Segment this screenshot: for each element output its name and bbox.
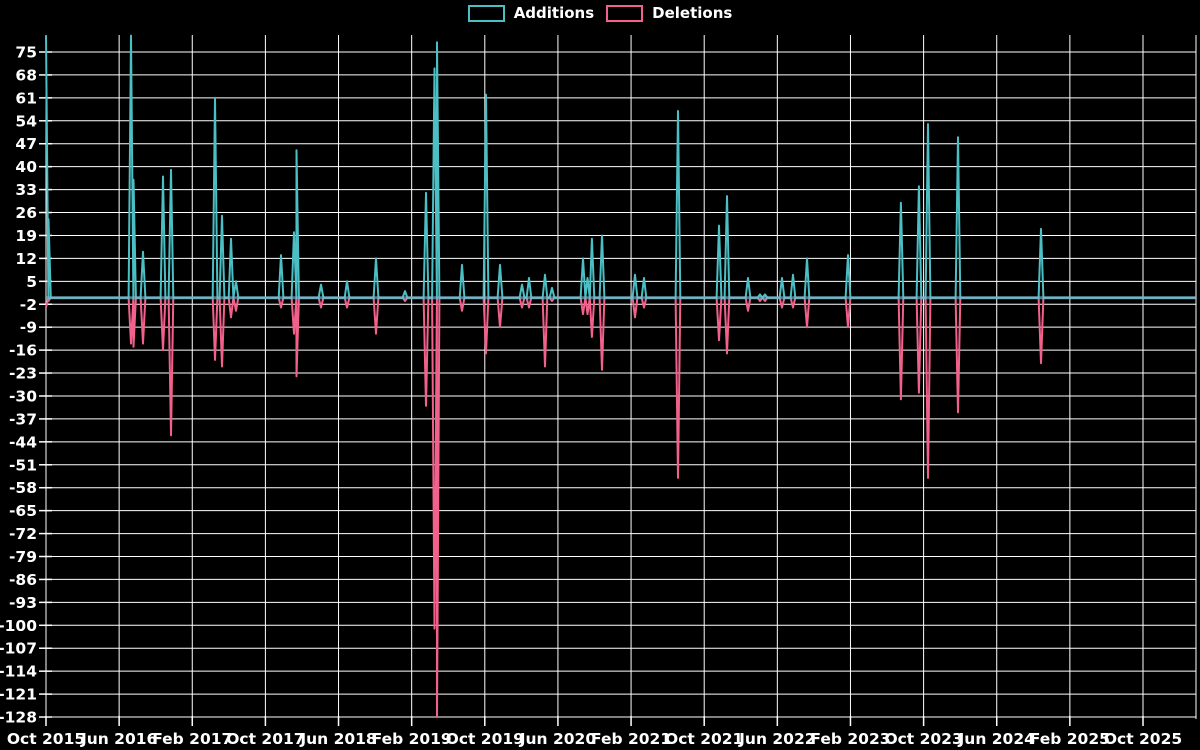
y-tick-label: -23 [9, 365, 37, 383]
y-tick-label: 47 [15, 135, 37, 153]
y-tick-label: -44 [9, 433, 37, 451]
y-tick-label: 40 [15, 158, 37, 176]
y-tick-label: -86 [9, 571, 37, 589]
y-tick-label: 54 [15, 112, 37, 130]
y-tick-label: -2 [20, 296, 37, 314]
deletions-line [45, 296, 1196, 718]
y-tick-label: 33 [15, 181, 37, 199]
y-tick-label: 26 [15, 204, 37, 222]
x-tick-label: Jun 2016 [80, 730, 157, 748]
x-tick-label: Feb 2025 [1030, 730, 1110, 748]
x-tick-label: Jun 2024 [958, 730, 1036, 748]
y-tick-label: -107 [0, 640, 37, 658]
x-tick-label: Oct 2023 [884, 730, 962, 748]
x-tick-label: Feb 2021 [591, 730, 671, 748]
x-tick-label: Oct 2021 [665, 730, 743, 748]
y-tick-label: -79 [9, 548, 37, 566]
x-tick-label: Oct 2025 [1104, 730, 1182, 748]
y-tick-label: -65 [9, 502, 37, 520]
x-tick-label: Feb 2017 [152, 730, 232, 748]
y-tick-label: -72 [9, 525, 37, 543]
x-tick-label: Oct 2015 [7, 730, 85, 748]
x-tick-label: Oct 2019 [446, 730, 524, 748]
y-tick-label: -51 [9, 456, 37, 474]
y-tick-label: -9 [20, 319, 37, 337]
y-tick-label: 19 [15, 227, 37, 245]
y-tick-label: -93 [9, 594, 37, 612]
x-tick-label: Feb 2019 [372, 730, 452, 748]
y-tick-label: 61 [15, 89, 37, 107]
x-tick-label: Jun 2022 [738, 730, 815, 748]
y-tick-label: -100 [0, 617, 37, 635]
y-tick-label: -16 [9, 342, 37, 360]
x-tick-label: Jun 2018 [299, 730, 376, 748]
y-tick-label: -121 [0, 686, 37, 704]
y-tick-label: 68 [15, 66, 37, 84]
x-tick-label: Feb 2023 [810, 730, 890, 748]
y-tick-label: 5 [26, 273, 37, 291]
y-tick-label: -37 [9, 410, 37, 428]
y-tick-label: -128 [0, 709, 37, 727]
y-tick-label: -58 [9, 479, 37, 497]
y-tick-label: 75 [15, 44, 37, 62]
x-tick-label: Jun 2020 [519, 730, 597, 748]
y-tick-label: 12 [15, 250, 37, 268]
x-tick-label: Oct 2017 [226, 730, 304, 748]
y-tick-label: -30 [9, 387, 37, 405]
y-tick-label: -114 [0, 663, 37, 681]
